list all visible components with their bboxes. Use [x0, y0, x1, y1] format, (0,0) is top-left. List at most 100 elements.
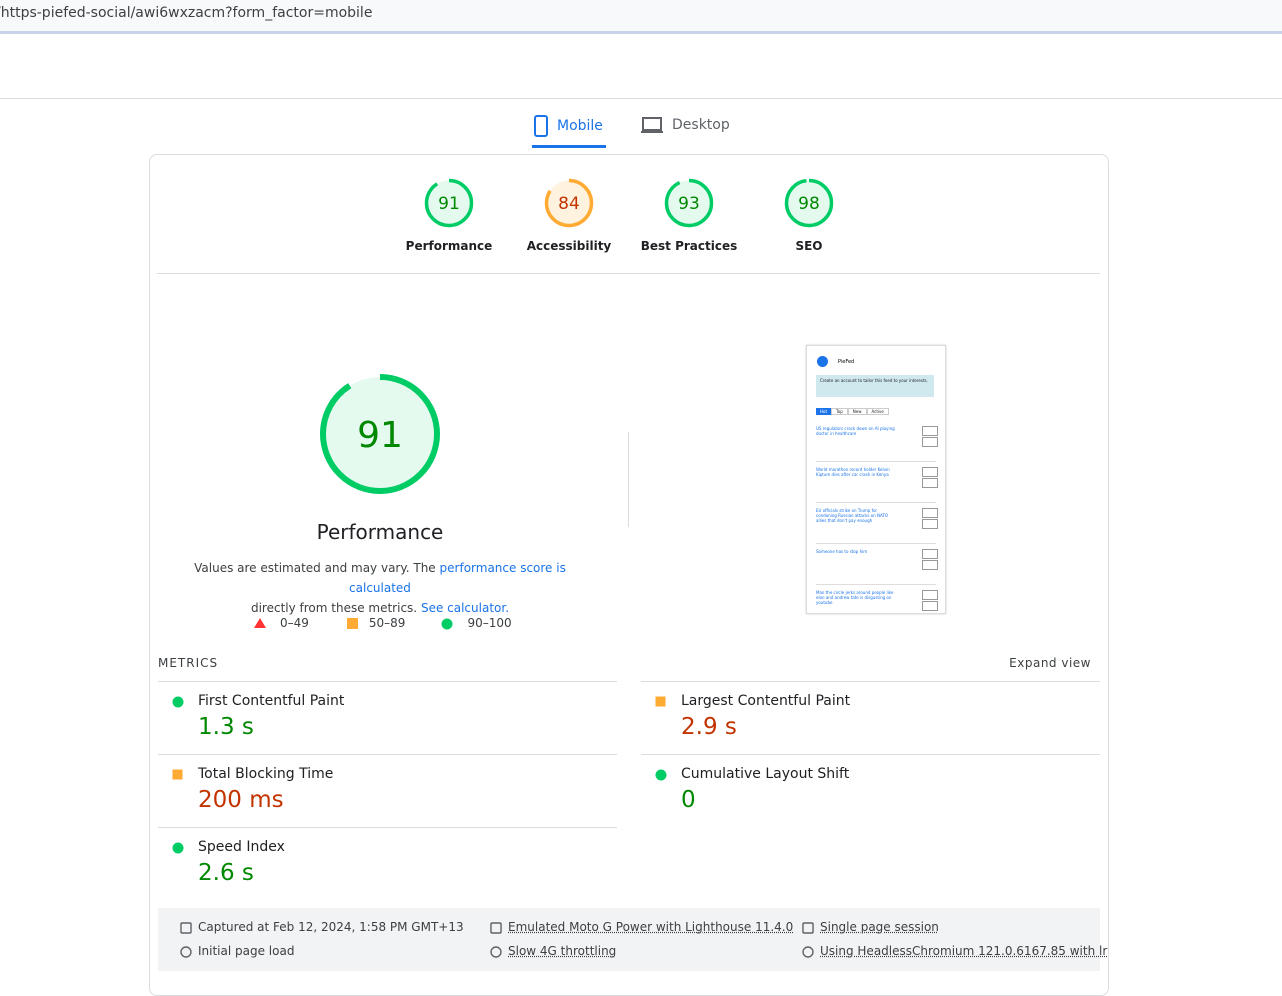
phone-icon [533, 115, 549, 137]
metric-divider [641, 681, 1100, 682]
icon-shape [181, 923, 191, 933]
score-gauge[interactable]: 84 [543, 177, 595, 229]
main-gauge: 91 [316, 370, 444, 498]
vote-box [922, 508, 938, 518]
vote-box [922, 560, 938, 570]
gauge-score: 91 [357, 415, 403, 456]
sort-tabs: Hot Top New Active [816, 408, 889, 415]
header-divider [0, 98, 1282, 99]
note-text: Values are estimated and may vary. The [194, 561, 436, 575]
gauge-score: 91 [438, 194, 460, 214]
tab-desktop[interactable]: Desktop [640, 115, 730, 135]
url: /https-piefed-social/awi6wxzacm?form_fac… [0, 5, 372, 21]
score-gauge[interactable]: 91 [423, 177, 475, 229]
metric-value: 2.9 s [681, 714, 737, 740]
footer-icon [490, 946, 502, 958]
score-label: Accessibility [509, 239, 629, 253]
icon-shape [656, 770, 667, 781]
vote-box [922, 478, 938, 488]
vote-box [922, 437, 938, 447]
metric-divider [641, 754, 1100, 755]
sort-tab[interactable]: Hot [816, 408, 831, 415]
gauge-score: 93 [678, 194, 700, 214]
score-label: Best Practices [629, 239, 749, 253]
laptop-icon [640, 115, 664, 135]
icon-shape [173, 843, 184, 854]
metric-value: 2.6 s [198, 860, 254, 886]
metric-value: 0 [681, 787, 696, 813]
footer-icon [180, 922, 192, 934]
icon-shape [803, 947, 813, 957]
divider [628, 432, 629, 527]
footer-item[interactable]: Single page session [820, 920, 939, 934]
pass-icon [655, 769, 667, 781]
gauge-score: 98 [798, 194, 820, 214]
average-icon [655, 696, 667, 708]
main-label: Performance [230, 520, 530, 544]
divider [157, 273, 1100, 274]
address-bar[interactable]: /https-piefed-social/awi6wxzacm?form_fac… [0, 0, 1282, 34]
icon-shape [173, 770, 183, 780]
gauge-score: 84 [558, 194, 580, 214]
score-gauge[interactable]: 98 [783, 177, 835, 229]
tab-indicator [532, 145, 606, 148]
sort-tab[interactable]: Top [831, 408, 848, 415]
metric-value: 200 ms [198, 787, 284, 813]
icon-shape [656, 697, 666, 707]
banner: Create an account to tailor this feed to… [816, 375, 934, 397]
post-title: US regulators crack down on AI playing d… [816, 426, 896, 436]
post-sep [816, 584, 936, 585]
metric-divider [158, 681, 617, 682]
footer-icon [180, 946, 192, 958]
icon-shape [491, 947, 501, 957]
metric-name: Cumulative Layout Shift [681, 766, 849, 782]
vote-box [922, 590, 938, 600]
vote-box [922, 426, 938, 436]
icon-shape [173, 697, 184, 708]
legend-label: 50–89 [369, 616, 406, 630]
post-sep [816, 543, 936, 544]
footer-item[interactable]: Using HeadlessChromium 121.0.6167.85 wit… [820, 944, 1107, 958]
icon-shape [803, 923, 813, 933]
post-title: Man the circle jerks around people like … [816, 590, 896, 605]
sort-tab[interactable]: New [848, 408, 867, 415]
footer-item[interactable]: Slow 4G throttling [508, 944, 616, 958]
metric-value: 1.3 s [198, 714, 254, 740]
footer-item: Captured at Feb 12, 2024, 1:58 PM GMT+13 [198, 920, 464, 934]
calculator-link[interactable]: See calculator. [421, 601, 509, 615]
footer-item[interactable]: Emulated Moto G Power with Lighthouse 11… [508, 920, 793, 934]
average-icon [172, 769, 184, 781]
post-sep [816, 461, 936, 462]
metric-divider [158, 827, 617, 828]
metric-name: Largest Contentful Paint [681, 693, 850, 709]
pass-icon [172, 696, 184, 708]
footer-icon [490, 922, 502, 934]
site-name: PieFed [838, 359, 854, 365]
sort-tab[interactable]: Active [867, 408, 889, 415]
post-title: Someone has to stop him [816, 549, 896, 554]
post-title: World marathon record holder Kelvin Kipt… [816, 467, 896, 477]
tab-label: Mobile [557, 118, 603, 134]
expand-view[interactable]: Expand view [990, 656, 1091, 670]
vote-box [922, 601, 938, 611]
footer-icon [802, 922, 814, 934]
post-sep [816, 502, 936, 503]
legend: 0–49 50–89 90–100 [254, 616, 512, 630]
footer-icon [802, 946, 814, 958]
metrics-title: METRICS [158, 656, 218, 670]
metric-name: Total Blocking Time [198, 766, 333, 782]
vote-box [922, 519, 938, 529]
tab-mobile[interactable]: Mobile [533, 115, 603, 137]
vote-box [922, 467, 938, 477]
score-gauge[interactable]: 93 [663, 177, 715, 229]
fail-icon [254, 616, 268, 630]
main-note: Values are estimated and may vary. The p… [170, 558, 590, 618]
vote-box [922, 549, 938, 559]
score-label: SEO [749, 239, 869, 253]
pass-icon [441, 616, 455, 630]
metric-name: Speed Index [198, 839, 285, 855]
legend-label: 0–49 [280, 616, 309, 630]
note-text: directly from these metrics. [251, 601, 417, 615]
